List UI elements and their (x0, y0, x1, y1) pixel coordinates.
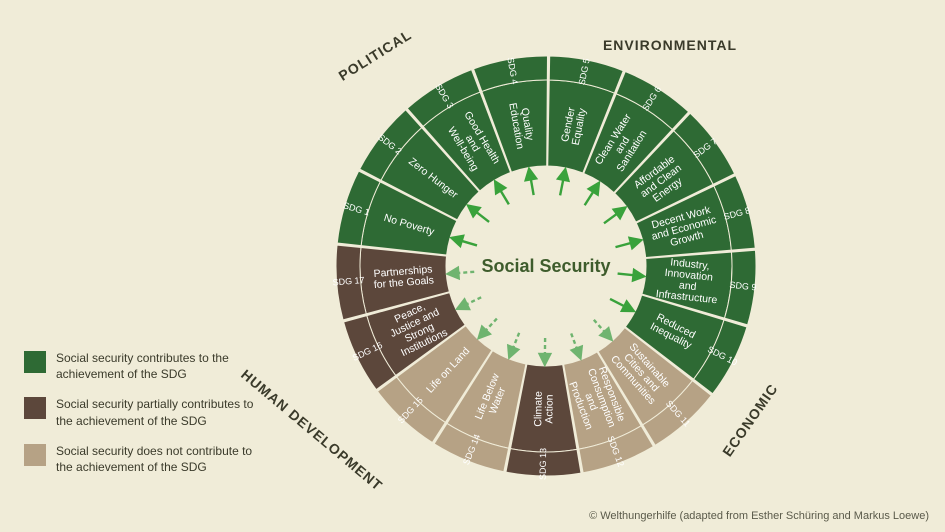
contribution-arrow (456, 239, 477, 245)
contribution-arrow (618, 274, 640, 276)
contribution-arrow (571, 333, 579, 354)
sdg-number: SDG 13 (538, 448, 548, 480)
contribution-arrow (472, 208, 489, 221)
legend-swatch (24, 351, 46, 373)
legend: Social security contributes to the achie… (24, 350, 264, 489)
legend-text: Social security partially contributes to… (56, 396, 264, 428)
contribution-arrow (511, 333, 519, 353)
svg-text:Action: Action (543, 394, 555, 423)
contribution-arrow (560, 174, 564, 196)
contribution-arrow (482, 319, 497, 335)
contribution-arrow (530, 173, 534, 195)
contribution-arrow (615, 241, 636, 247)
contribution-arrow (585, 187, 597, 206)
legend-row: Social security does not contribute to t… (24, 443, 264, 475)
contribution-arrow (452, 272, 474, 274)
contribution-arrow (604, 210, 622, 223)
contribution-arrow (498, 185, 509, 204)
contribution-arrow (594, 320, 609, 336)
legend-text: Social security does not contribute to t… (56, 443, 264, 475)
category-label: ENVIRONMENTAL (603, 37, 737, 53)
segment-label: Partnershipsfor the Goals (373, 263, 435, 291)
legend-text: Social security contributes to the achie… (56, 350, 264, 382)
legend-swatch (24, 397, 46, 419)
legend-row: Social security contributes to the achie… (24, 350, 264, 382)
contribution-arrow (610, 299, 630, 309)
segment-label: ClimateAction (532, 391, 555, 427)
legend-swatch (24, 444, 46, 466)
legend-row: Social security partially contributes to… (24, 396, 264, 428)
credit-line: © Welthungerhilfe (adapted from Esther S… (589, 510, 929, 522)
contribution-arrow (461, 297, 481, 307)
